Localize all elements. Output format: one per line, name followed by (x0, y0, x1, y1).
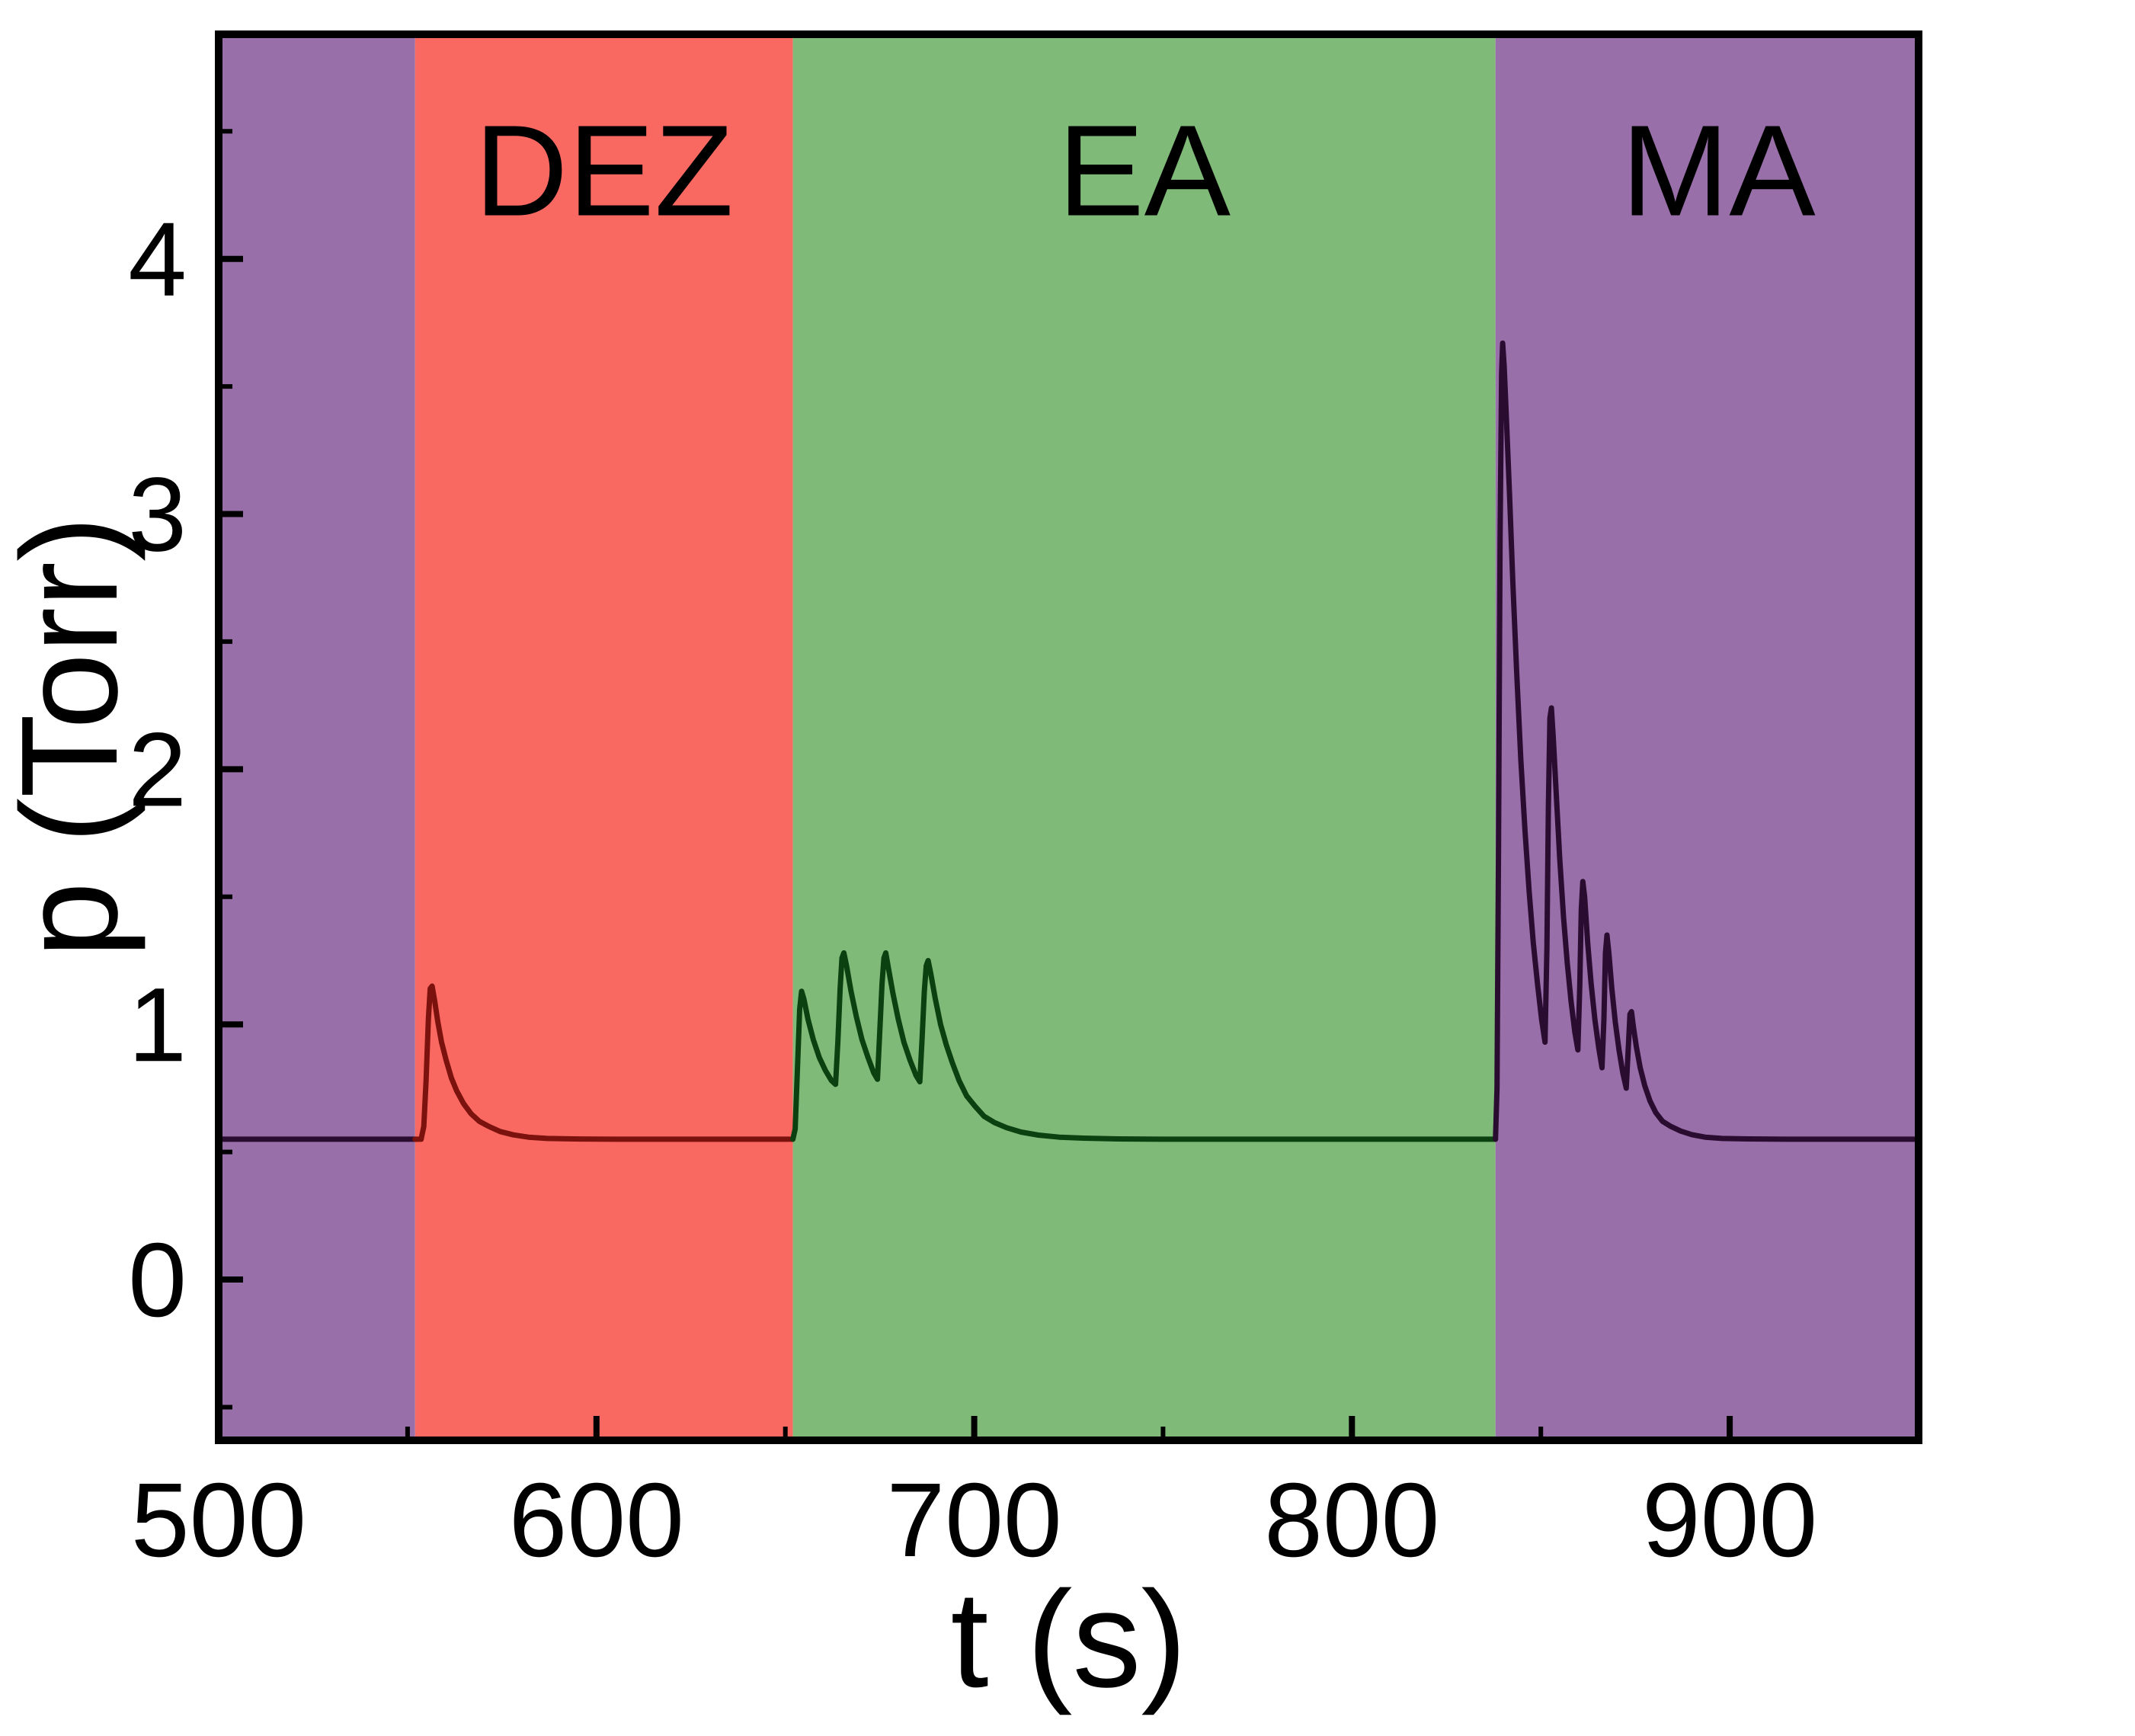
region-label-DEZ: DEZ (475, 99, 734, 244)
chamber-pressure-trace-DEZ (412, 983, 796, 1142)
region-purge-left (219, 34, 415, 1440)
region-label-EA: EA (1058, 99, 1231, 244)
y-axis-label: p (Torr) (0, 516, 146, 958)
x-axis-label: t (s) (950, 1563, 1187, 1716)
y-tick-label-1: 1 (128, 966, 187, 1084)
y-tick-label-2: 2 (128, 711, 187, 828)
plot-frame (215, 30, 1922, 1444)
region-label-MA: MA (1621, 99, 1817, 244)
chamber-pressure-trace-MA (1493, 340, 1922, 1142)
x-tick-label-800: 800 (1264, 1462, 1439, 1579)
x-tick-label-900: 900 (1642, 1462, 1817, 1579)
x-tick-label-700: 700 (886, 1462, 1061, 1579)
region-EA (792, 34, 1496, 1440)
y-tick-label-0: 0 (128, 1222, 187, 1339)
region-DEZ (415, 34, 793, 1440)
x-tick-label-500: 500 (131, 1462, 306, 1579)
y-tick-label-4: 4 (128, 201, 187, 319)
chamber-pressure-trace-EA (790, 950, 1499, 1142)
x-tick-label-600: 600 (509, 1462, 684, 1579)
region-MA (1495, 34, 1919, 1440)
y-tick-label-3: 3 (128, 456, 187, 574)
